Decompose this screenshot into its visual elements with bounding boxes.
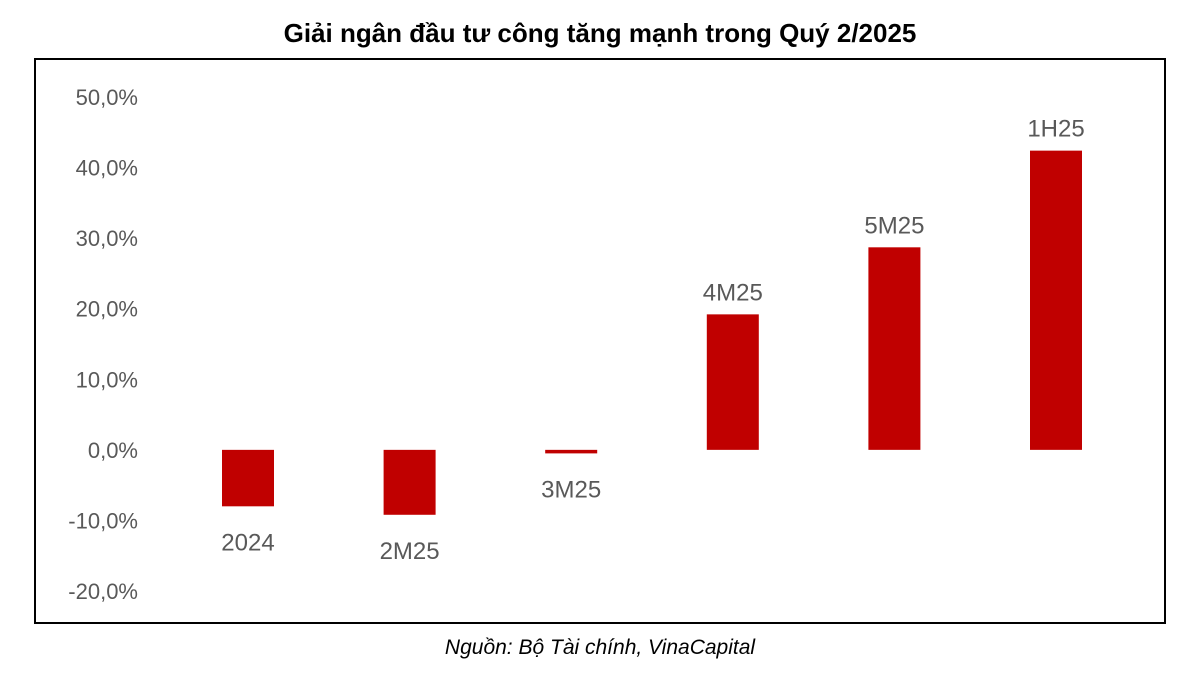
bar-4m25 [706,314,759,450]
bar-2024 [222,449,274,507]
chart-title: Giải ngân đầu tư công tăng mạnh trong Qu… [283,18,917,48]
y-axis: -20,0% -10,0% 0,0% 10,0% 20,0% 30,0% 40,0% 50,0… [68,85,138,604]
bar-labels: 2024 2M25 3M25 4M25 5M25 1H25 [221,116,1084,565]
y-tick-label: 20,0% [76,297,138,322]
bar-label-5m25: 5M25 [864,212,924,239]
chart-source: Nguồn: Bộ Tài chính, VinaCapital [444,636,756,659]
y-tick-label: -20,0% [68,579,138,604]
y-tick-label: -10,0% [68,508,138,533]
chart-frame [34,58,1166,624]
y-tick-label: 10,0% [76,367,138,392]
bar-3m25 [545,449,598,454]
bar-1h25 [1030,150,1082,450]
bar-label-3m25: 3M25 [541,476,601,503]
bar-label-1h25: 1H25 [1027,116,1084,143]
bar-label-2024: 2024 [221,529,274,556]
y-tick-label: 40,0% [76,156,138,181]
y-tick-label: 50,0% [76,85,138,110]
y-tick-label: 30,0% [76,226,138,251]
y-tick-label: 0,0% [88,438,138,463]
bars [222,150,1082,515]
bar-5m25 [868,247,921,450]
bar-2m25 [383,449,436,515]
bar-label-2m25: 2M25 [380,538,440,565]
bar-label-4m25: 4M25 [703,279,763,306]
